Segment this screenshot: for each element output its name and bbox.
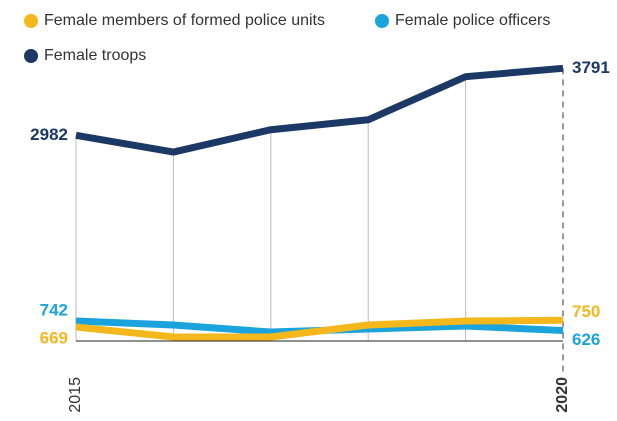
- data-label: 3791: [572, 58, 610, 77]
- legend-swatch: [375, 14, 389, 28]
- x-tick-label: 2020: [554, 377, 571, 413]
- data-label: 626: [572, 330, 600, 349]
- line: [75, 64, 564, 156]
- legend-label: Female police officers: [395, 12, 550, 29]
- legend-swatch: [24, 49, 38, 63]
- legend-swatch: [24, 14, 38, 28]
- x-tick-label: 2015: [67, 377, 84, 413]
- line: [75, 316, 564, 341]
- data-label: 742: [40, 300, 68, 319]
- data-label: 669: [40, 328, 68, 347]
- data-label: 750: [572, 302, 600, 321]
- legend-label: Female members of formed police units: [44, 12, 325, 29]
- data-label: 2982: [30, 125, 68, 144]
- legend-label: Female troops: [44, 47, 146, 64]
